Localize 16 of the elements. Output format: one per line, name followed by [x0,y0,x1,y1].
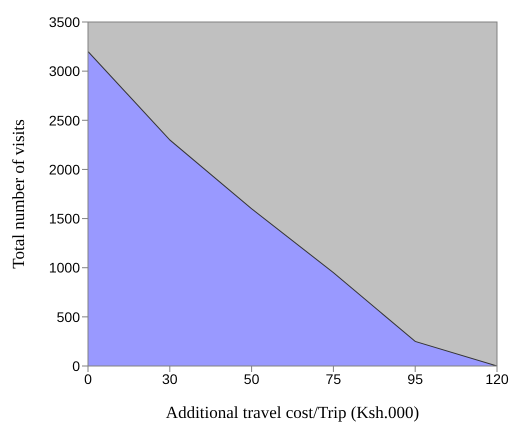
y-axis-title: Total number of visits [9,119,28,269]
y-tick-label: 0 [72,358,80,374]
y-tick-label: 3000 [48,63,80,80]
y-tick-label: 2000 [48,161,80,178]
x-tick-label: 95 [407,370,424,387]
y-tick-label: 500 [56,308,80,325]
x-tick-label: 50 [244,370,260,387]
x-tick-label: 120 [485,370,509,387]
y-tick-label: 1500 [48,210,80,227]
y-tick-label: 3500 [48,14,80,30]
y-tick-label: 2500 [48,112,80,128]
y-tick-label: 1000 [48,260,80,276]
x-tick-label: 30 [162,370,178,387]
x-axis-title: Additional travel cost/Trip (Ksh.000) [166,403,420,422]
x-tick-label: 0 [84,370,92,387]
x-tick-label: 75 [326,370,342,387]
